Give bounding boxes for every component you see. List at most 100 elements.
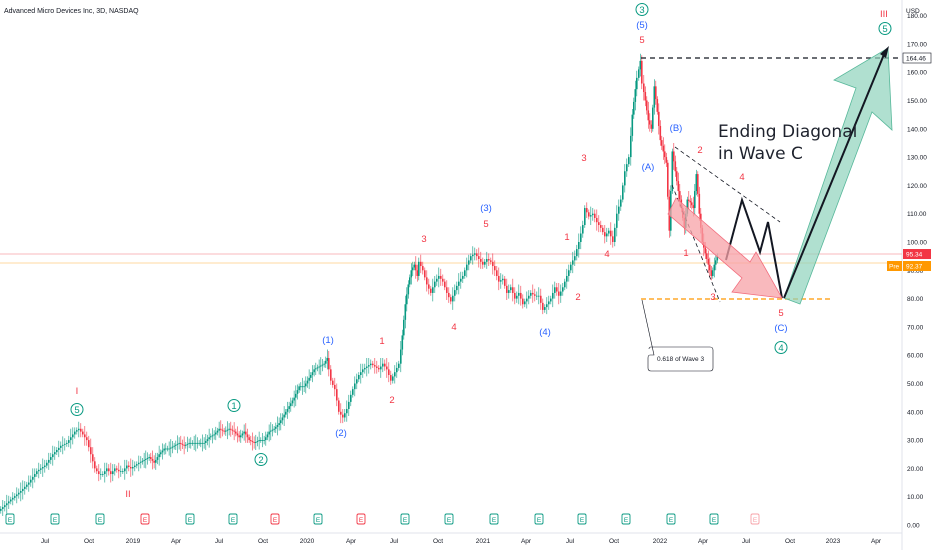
price-tick-label: 100.00	[907, 240, 927, 247]
candle-body	[665, 157, 668, 163]
candle-body	[633, 101, 635, 115]
price-tag-value: 164.46	[906, 56, 926, 63]
candle-body	[691, 202, 693, 206]
candle-body	[438, 275, 440, 279]
price-tick-label: 90.00	[907, 268, 924, 275]
earnings-marker[interactable]	[577, 513, 587, 525]
candle-body	[146, 458, 149, 459]
earnings-marker[interactable]	[489, 513, 499, 525]
candle-body	[689, 200, 692, 203]
candle-body	[86, 437, 88, 441]
candle-body	[301, 386, 304, 388]
currency-label[interactable]: USD	[906, 8, 920, 15]
candle-body	[20, 491, 22, 493]
candle-body	[310, 375, 312, 378]
candle-body	[276, 425, 279, 427]
candle-body	[281, 417, 284, 421]
candle-body	[404, 304, 407, 320]
candle-body	[108, 468, 110, 472]
candle-body	[658, 111, 660, 126]
earnings-marker[interactable]	[5, 513, 15, 525]
candle-body	[155, 459, 157, 463]
earnings-marker-label: E	[492, 517, 497, 524]
earnings-marker[interactable]	[313, 513, 323, 525]
candle-body	[492, 261, 494, 267]
candle-body	[176, 443, 179, 445]
candle-body	[580, 233, 582, 242]
candle-body	[26, 484, 28, 487]
candle-body	[432, 287, 434, 293]
earnings-marker[interactable]	[750, 513, 760, 525]
candle-body	[160, 452, 162, 455]
earnings-marker[interactable]	[50, 513, 60, 525]
candle-body	[434, 281, 436, 288]
earnings-marker[interactable]	[621, 513, 631, 525]
price-tag-value: 92.37	[906, 264, 923, 271]
candle-body	[293, 397, 295, 401]
candle-body	[10, 499, 12, 502]
wave-label: 1	[683, 248, 688, 259]
candle-body	[48, 459, 50, 463]
earnings-marker[interactable]	[444, 513, 454, 525]
candle-body	[52, 454, 54, 458]
candle-body	[200, 442, 202, 444]
candle-body	[643, 83, 645, 93]
wave-label: 5	[639, 35, 644, 46]
earnings-marker[interactable]	[185, 513, 195, 525]
wave-label: 5	[778, 308, 783, 319]
candle-body	[407, 284, 410, 295]
candle-body	[82, 431, 84, 435]
candle-body	[596, 217, 598, 223]
earnings-marker[interactable]	[534, 513, 544, 525]
candle-body	[540, 295, 542, 303]
candle-body	[522, 298, 524, 305]
earnings-marker[interactable]	[709, 513, 719, 525]
candle-body	[653, 86, 656, 108]
time-tick-label: Apr	[871, 538, 882, 545]
candle-body	[116, 468, 118, 470]
candle-body	[706, 253, 708, 259]
earnings-marker[interactable]	[666, 513, 676, 525]
candle-body	[366, 366, 368, 368]
candle-body	[22, 488, 24, 492]
time-tick-label: 2021	[476, 538, 491, 545]
candle-body	[476, 253, 478, 257]
candle-body	[413, 264, 416, 268]
candle-body	[462, 275, 464, 279]
time-axis[interactable]: Jul Oct 2019 Apr Jul Oct 2020 Apr Jul Oct 2021 Apr J…	[41, 538, 882, 545]
time-tick-label: 2019	[126, 538, 141, 545]
price-tick-label: 10.00	[907, 494, 924, 501]
candle-body	[104, 471, 106, 475]
price-axis[interactable]: 0.00 10.00 20.00 30.00 40.00 50.00 60.00 70.00 8…	[907, 13, 927, 529]
candle-body	[170, 447, 172, 449]
candle-body	[376, 366, 378, 368]
candle-body	[586, 208, 588, 213]
candle-body	[180, 442, 182, 444]
price-tag-box	[902, 52, 932, 64]
candle-body	[201, 442, 204, 444]
candle-body	[215, 432, 217, 435]
wave-label: 1	[379, 336, 384, 347]
earnings-marker[interactable]	[356, 513, 366, 525]
candle-body	[303, 386, 305, 388]
candle-body	[231, 429, 234, 431]
candle-body	[190, 442, 192, 444]
bearish-arrow	[667, 197, 783, 299]
earnings-marker[interactable]	[270, 513, 280, 525]
earnings-marker-label: E	[669, 517, 674, 524]
earnings-marker[interactable]	[228, 513, 238, 525]
candle-body	[246, 434, 249, 438]
wave-label-circle	[635, 3, 649, 16]
price-axis-panel	[902, 0, 932, 550]
candle-body	[32, 476, 34, 480]
time-tick-label: 2023	[826, 538, 841, 545]
earnings-marker[interactable]	[140, 513, 150, 525]
earnings-marker[interactable]	[400, 513, 410, 525]
earnings-marker[interactable]	[95, 513, 105, 525]
candle-body	[602, 227, 604, 233]
chart-title: Advanced Micro Devices Inc, 3D, NASDAQ	[4, 8, 139, 15]
candle-body	[8, 501, 10, 504]
wave-label: 4	[739, 172, 744, 183]
candle-body	[430, 288, 432, 293]
candle-body	[518, 292, 520, 296]
